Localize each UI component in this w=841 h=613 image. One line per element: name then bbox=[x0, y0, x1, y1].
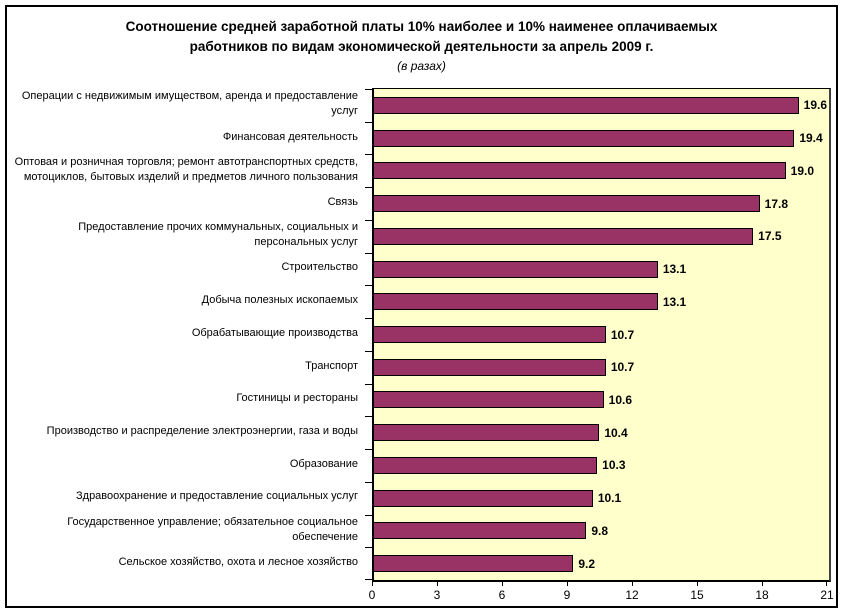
value-axis-tick bbox=[826, 581, 827, 586]
value-axis-tick-label: 21 bbox=[820, 588, 834, 602]
category-axis-tick bbox=[365, 350, 372, 352]
bar-value-label: 19.6 bbox=[803, 98, 828, 113]
bar bbox=[374, 522, 587, 540]
category-axis-tick bbox=[365, 416, 372, 418]
chart-header: Соотношение средней заработной платы 10%… bbox=[7, 17, 836, 75]
category-axis-tick bbox=[365, 547, 372, 549]
bar-value-label: 17.5 bbox=[758, 229, 782, 244]
bar-value-label: 10.1 bbox=[597, 491, 622, 506]
bar-value-label: 10.7 bbox=[610, 327, 635, 342]
category-axis-tick bbox=[365, 89, 372, 90]
value-axis-tick-label: 12 bbox=[625, 588, 639, 602]
value-axis-tick-label: 9 bbox=[563, 588, 571, 602]
bar bbox=[374, 195, 760, 213]
bar-value-label: 19.4 bbox=[799, 131, 823, 146]
bar bbox=[374, 162, 786, 180]
value-axis-tick-label: 6 bbox=[498, 588, 506, 602]
bar bbox=[374, 129, 795, 147]
category-label: Финансовая деятельность bbox=[222, 130, 358, 143]
category-axis-tick bbox=[365, 219, 372, 221]
category-label: Оптовая и розничная торговля; ремонт авт… bbox=[14, 155, 358, 183]
bar bbox=[374, 358, 606, 376]
plot-area: 19.6 19.4 19.0 17.8 17.5 13.1 13.1 10.7 10.7 10.6… bbox=[365, 88, 831, 582]
bar-value-label: 10.3 bbox=[602, 458, 626, 473]
category-axis-tick bbox=[365, 318, 372, 320]
bar bbox=[374, 489, 593, 507]
category-axis-tick bbox=[365, 449, 372, 451]
bar bbox=[374, 260, 658, 278]
chart-subtitle: (в разах) bbox=[397, 59, 446, 73]
category-axis-tick bbox=[365, 383, 372, 385]
bar-value-label: 10.4 bbox=[604, 425, 628, 440]
category-axis-tick bbox=[365, 252, 372, 254]
chart-title: Соотношение средней заработной платы 10%… bbox=[7, 17, 836, 57]
category-label: Операции с недвижимым имуществом, аренда… bbox=[21, 90, 358, 118]
chart-title-line: Соотношение средней заработной платы 10%… bbox=[125, 19, 718, 34]
bar bbox=[374, 293, 658, 311]
bar bbox=[374, 96, 799, 114]
bar bbox=[374, 326, 606, 343]
category-label: Производство и распределение электроэнер… bbox=[46, 425, 358, 438]
value-axis-tick-label: 3 bbox=[433, 588, 441, 602]
value-axis-tick bbox=[762, 581, 763, 586]
category-axis-tick bbox=[365, 154, 372, 156]
category-label: Гостиницы и рестораны bbox=[236, 392, 358, 405]
category-label: Добыча полезных ископаемых bbox=[201, 294, 358, 307]
category-label: Здравоохранение и предоставление социаль… bbox=[76, 490, 358, 503]
bar bbox=[374, 391, 604, 409]
category-axis-tick bbox=[365, 481, 372, 483]
bar bbox=[374, 555, 574, 573]
value-axis: 0 3 6 9 12 15 18 21 bbox=[368, 581, 834, 606]
value-axis-tick bbox=[697, 581, 698, 586]
bar-value-label: 10.7 bbox=[610, 360, 635, 375]
category-axis-tick bbox=[365, 514, 372, 516]
category-axis-tick bbox=[365, 121, 372, 123]
category-label: Связь bbox=[327, 196, 358, 209]
chart-frame: Соотношение средней заработной платы 10%… bbox=[5, 5, 838, 608]
category-label: Государственное управление; обязательное… bbox=[67, 515, 358, 543]
category-axis-tick bbox=[365, 285, 372, 287]
category-axis-tick bbox=[365, 579, 372, 580]
bar-value-label: 9.2 bbox=[578, 556, 596, 571]
bar-value-label: 17.8 bbox=[764, 196, 789, 211]
value-axis-tick-label: 15 bbox=[690, 588, 704, 602]
bar-value-label: 19.0 bbox=[790, 163, 815, 178]
bar bbox=[374, 456, 598, 474]
value-axis-tick bbox=[437, 581, 438, 586]
value-axis-tick bbox=[502, 581, 503, 586]
category-axis-tick bbox=[365, 187, 372, 189]
bar-value-label: 9.8 bbox=[591, 523, 609, 538]
bar-value-label: 13.1 bbox=[662, 294, 687, 309]
category-label: Предоставление прочих коммунальных, соци… bbox=[78, 221, 358, 249]
bar bbox=[374, 424, 600, 442]
value-axis-tick bbox=[372, 581, 373, 586]
bar bbox=[374, 227, 754, 245]
category-label: Обрабатывающие производства bbox=[191, 326, 358, 339]
category-axis-labels: Операции с недвижимым имуществом, аренда… bbox=[9, 88, 365, 579]
category-label: Образование bbox=[289, 457, 358, 470]
chart-title-line: работников по видам экономической деятел… bbox=[189, 39, 654, 54]
bar-value-label: 13.1 bbox=[662, 262, 687, 277]
value-axis-tick bbox=[632, 581, 633, 586]
category-label: Строительство bbox=[281, 261, 358, 274]
category-label: Сельское хозяйство, охота и лесное хозяй… bbox=[118, 555, 358, 568]
value-axis-tick-label: 0 bbox=[368, 588, 376, 602]
category-label: Транспорт bbox=[305, 359, 358, 372]
value-axis-tick bbox=[567, 581, 568, 586]
value-axis-tick-label: 18 bbox=[755, 588, 769, 602]
bar-value-label: 10.6 bbox=[608, 392, 633, 407]
